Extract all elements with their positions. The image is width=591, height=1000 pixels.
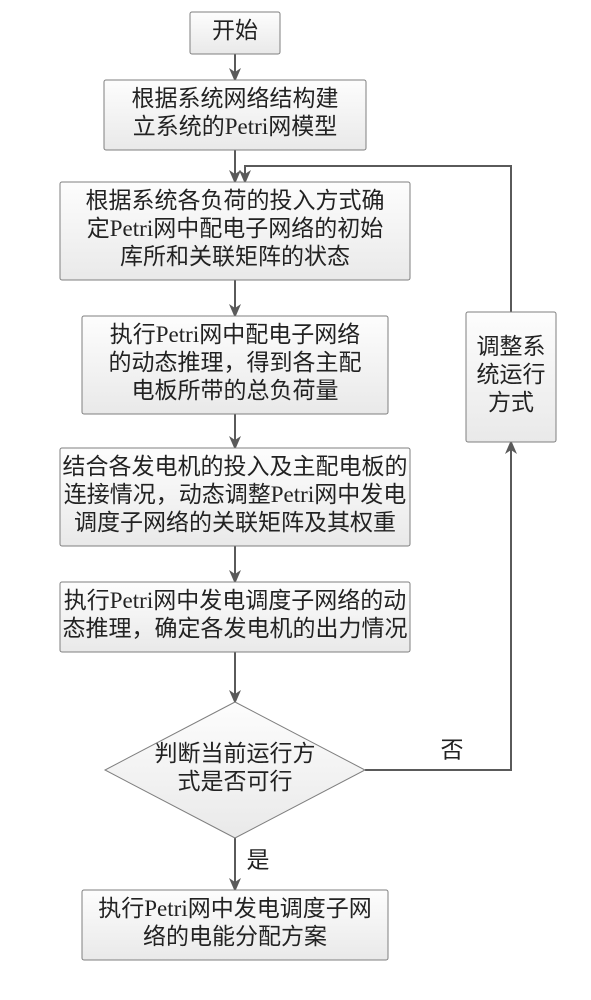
node-label-start: 开始 <box>212 18 258 43</box>
edge-label-7: 否 <box>441 737 464 762</box>
node-label-n2: 根据系统各负荷的投入方式确定Petri网中配电子网络的初始库所和关联矩阵的状态 <box>86 188 385 269</box>
node-label-n3: 执行Petri网中配电子网络的动态推理，得到各主配电板所带的总负荷量 <box>109 322 362 403</box>
node-label-n4: 结合各发电机的投入及主配电板的连接情况，动态调整Petri网中发电调度子网络的关… <box>63 454 408 535</box>
edge-label-6: 是 <box>247 847 270 872</box>
flowchart: 开始根据系统网络结构建立系统的Petri网模型根据系统各负荷的投入方式确定Pet… <box>0 0 591 1000</box>
